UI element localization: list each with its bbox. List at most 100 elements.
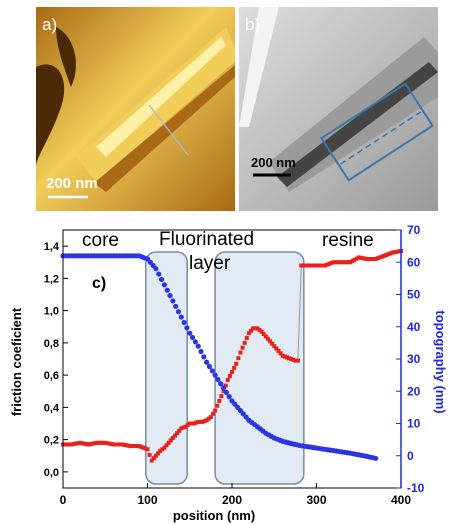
friction-point bbox=[162, 445, 167, 450]
friction-point bbox=[126, 443, 131, 448]
region-label-fluorinated: Fluorinated bbox=[159, 229, 254, 250]
y-right-tick-label: 70 bbox=[407, 223, 421, 237]
friction-point bbox=[394, 249, 399, 254]
friction-point bbox=[147, 452, 152, 457]
friction-point bbox=[356, 255, 361, 260]
y-right-tick-label: 40 bbox=[407, 320, 421, 334]
friction-step-line bbox=[297, 265, 302, 361]
friction-point bbox=[287, 356, 292, 361]
friction-point bbox=[145, 447, 150, 452]
scale-bar-label-b: 200 nm bbox=[251, 155, 296, 170]
friction-point bbox=[365, 257, 370, 262]
topography-point bbox=[218, 381, 224, 387]
friction-point bbox=[105, 441, 110, 446]
friction-point bbox=[278, 351, 283, 356]
friction-point bbox=[280, 353, 285, 358]
friction-point bbox=[329, 261, 334, 266]
friction-point bbox=[69, 442, 74, 447]
topography-point bbox=[189, 334, 196, 341]
topography-point bbox=[153, 266, 159, 272]
friction-point bbox=[86, 442, 91, 447]
friction-point bbox=[113, 442, 118, 447]
friction-point bbox=[124, 443, 129, 448]
friction-point bbox=[134, 444, 139, 449]
friction-point bbox=[335, 260, 340, 265]
friction-point bbox=[384, 252, 389, 257]
friction-point bbox=[392, 250, 397, 255]
friction-point bbox=[249, 328, 254, 333]
friction-point bbox=[337, 260, 342, 265]
friction-point bbox=[312, 263, 317, 268]
friction-point bbox=[109, 442, 114, 447]
topography-point bbox=[181, 319, 187, 326]
friction-point bbox=[177, 428, 182, 433]
friction-point bbox=[143, 446, 148, 451]
friction-point bbox=[111, 442, 116, 447]
friction-point bbox=[225, 377, 230, 382]
friction-point bbox=[204, 418, 209, 423]
friction-point bbox=[96, 440, 101, 445]
y-axis-right: -10 0 10 20 30 40 50 60 70 bbox=[396, 223, 425, 495]
friction-point bbox=[170, 436, 175, 441]
friction-point bbox=[185, 423, 190, 428]
friction-point bbox=[339, 260, 344, 265]
friction-point bbox=[151, 456, 156, 461]
shaded-regions bbox=[145, 251, 305, 485]
y-left-tick-label: 0,8 bbox=[44, 338, 59, 350]
friction-point bbox=[274, 346, 279, 351]
friction-point bbox=[217, 398, 222, 403]
friction-point bbox=[240, 345, 245, 350]
x-tick-label: 0 bbox=[60, 493, 67, 507]
y-axis-left: 0,0 0,2 0,4 0,6 0,8 1,0 1,2 1,4 bbox=[44, 241, 68, 479]
friction-point bbox=[65, 442, 70, 447]
topography-point bbox=[215, 376, 221, 383]
y-right-tick-label: 60 bbox=[407, 255, 421, 269]
friction-point bbox=[367, 257, 372, 262]
friction-point bbox=[128, 444, 133, 449]
friction-point bbox=[200, 419, 205, 424]
friction-point bbox=[238, 350, 243, 355]
friction-point bbox=[257, 327, 262, 332]
friction-point bbox=[122, 442, 127, 447]
friction-point bbox=[251, 326, 256, 331]
friction-point bbox=[120, 442, 125, 447]
friction-point bbox=[164, 443, 169, 448]
friction-point bbox=[221, 389, 226, 394]
panel-a-label: a) bbox=[42, 15, 58, 34]
topography-point bbox=[223, 389, 229, 395]
topography-point bbox=[170, 298, 176, 304]
topography-point bbox=[175, 309, 182, 315]
x-tick-label: 100 bbox=[137, 493, 157, 507]
friction-point bbox=[236, 356, 241, 361]
topography-point bbox=[204, 359, 210, 365]
friction-point bbox=[341, 260, 346, 265]
friction-point bbox=[325, 262, 330, 267]
friction-point bbox=[179, 426, 184, 431]
friction-point bbox=[156, 451, 161, 456]
y-axis-right-title: topography (nm) bbox=[433, 310, 448, 413]
friction-point bbox=[382, 253, 387, 258]
friction-point bbox=[388, 251, 393, 256]
friction-point bbox=[181, 425, 186, 430]
y-axis-left-title: friction coeficient bbox=[9, 307, 24, 416]
friction-point bbox=[118, 442, 123, 447]
dashed-profile-line bbox=[340, 111, 422, 165]
friction-point bbox=[282, 354, 287, 359]
topography-point bbox=[167, 292, 173, 299]
shaded-band-1 bbox=[214, 251, 305, 485]
friction-point bbox=[327, 261, 332, 266]
y-right-tick-label: 30 bbox=[407, 352, 421, 366]
y-left-tick-label: 1,2 bbox=[44, 273, 59, 285]
friction-point bbox=[259, 329, 264, 334]
dark-streak bbox=[56, 27, 76, 87]
friction-point bbox=[187, 421, 192, 426]
panel-b-label: b) bbox=[245, 15, 261, 34]
x-axis: 0 100 200 300 400 bbox=[60, 483, 411, 507]
friction-point bbox=[139, 444, 144, 449]
topography-point bbox=[201, 354, 207, 360]
y-right-tick-label: 10 bbox=[407, 417, 421, 431]
friction-point bbox=[386, 252, 391, 257]
friction-point bbox=[352, 257, 357, 262]
panel-c-label: c) bbox=[92, 275, 106, 292]
friction-point bbox=[172, 433, 177, 438]
